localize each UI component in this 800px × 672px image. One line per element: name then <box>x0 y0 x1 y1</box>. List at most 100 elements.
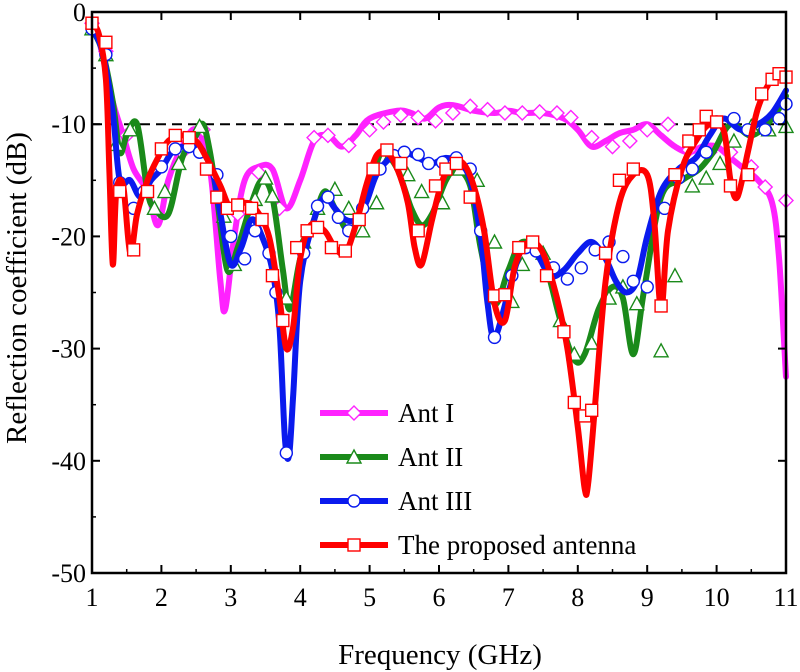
data-point-ant-iii <box>626 274 641 288</box>
data-point-ant-ii <box>191 117 208 134</box>
data-point-the-proposed-antenna <box>411 224 425 238</box>
data-point-ant-ii <box>340 199 357 216</box>
data-point-ant-i <box>660 116 677 133</box>
data-point-ant-iii <box>421 156 436 171</box>
x-tick-label: 4 <box>294 583 307 612</box>
data-point-the-proposed-antenna <box>394 156 408 171</box>
x-tick-label: 7 <box>502 583 515 612</box>
data-point-the-proposed-antenna <box>567 395 582 410</box>
legend-marker <box>347 538 361 552</box>
data-point-ant-iii <box>727 111 741 126</box>
data-point-ant-i <box>361 121 378 138</box>
data-point-the-proposed-antenna <box>692 123 706 137</box>
x-tick-label: 5 <box>363 583 376 612</box>
data-point-ant-ii <box>399 166 416 182</box>
data-point-the-proposed-antenna <box>265 268 280 283</box>
x-axis-title: Frequency (GHz) <box>338 639 542 671</box>
legend-item-the-proposed-antenna: The proposed antenna <box>320 530 636 560</box>
data-point-the-proposed-antenna <box>626 162 641 176</box>
data-point-the-proposed-antenna <box>231 198 245 212</box>
y-tick-label: 0 <box>73 0 86 27</box>
data-point-ant-ii <box>652 342 670 358</box>
data-point-ant-iii <box>237 252 252 266</box>
data-point-ant-i <box>462 98 479 115</box>
data-point-ant-iii <box>487 330 502 345</box>
data-point-ant-i <box>375 113 392 130</box>
data-point-ant-i <box>319 127 336 144</box>
legend-marker <box>347 494 361 508</box>
data-point-ant-ii <box>698 169 715 185</box>
x-tick-label: 10 <box>704 583 730 612</box>
data-point-ant-iii <box>310 199 325 213</box>
data-point-ant-iii <box>758 123 772 137</box>
data-point-ant-ii <box>170 154 187 171</box>
data-point-ant-i <box>496 104 513 121</box>
data-point-ant-iii <box>640 280 654 294</box>
data-point-the-proposed-antenna <box>557 325 571 339</box>
data-point-ant-i <box>621 133 638 150</box>
data-point-ant-ii <box>354 222 371 238</box>
legend-item-ant-iii: Ant III <box>320 486 472 516</box>
data-point-the-proposed-antenna <box>310 220 325 235</box>
data-point-ant-i <box>639 121 656 138</box>
data-point-ant-ii <box>666 267 684 283</box>
data-point-ant-i <box>583 129 600 146</box>
legend-label: Ant II <box>398 442 463 472</box>
data-point-ant-i <box>340 137 357 154</box>
data-point-the-proposed-antenna <box>598 246 613 260</box>
legend-item-ant-ii: Ant II <box>320 442 463 472</box>
data-point-ant-i <box>548 104 565 121</box>
data-point-the-proposed-antenna <box>498 288 512 302</box>
data-point-ant-i <box>444 104 461 121</box>
data-point-the-proposed-antenna <box>380 143 394 157</box>
data-point-ant-iii <box>279 446 294 460</box>
data-point-the-proposed-antenna <box>755 87 769 101</box>
data-point-the-proposed-antenna <box>539 268 554 283</box>
data-point-the-proposed-antenna <box>584 403 599 418</box>
x-tick-label: 1 <box>86 583 99 612</box>
data-point-ant-iii <box>248 224 262 238</box>
data-point-ant-iii <box>560 272 575 286</box>
data-point-ant-ii <box>368 194 385 210</box>
data-point-ant-ii <box>486 233 503 249</box>
data-point-ant-i <box>757 179 774 196</box>
data-point-the-proposed-antenna <box>140 184 155 199</box>
legend-item-ant-i: Ant I <box>320 398 454 428</box>
x-tick-label: 3 <box>224 583 237 612</box>
legend-marker <box>345 448 363 464</box>
data-point-ant-i <box>392 107 409 124</box>
data-point-the-proposed-antenna <box>668 167 682 182</box>
data-point-ant-iii <box>224 229 238 244</box>
data-point-the-proposed-antenna <box>449 156 464 171</box>
data-point-the-proposed-antenna <box>338 244 353 258</box>
y-tick-label: -20 <box>51 222 86 251</box>
data-point-ant-iii <box>772 111 786 126</box>
data-point-ant-iii <box>616 249 630 264</box>
data-point-ant-iii <box>168 142 182 156</box>
data-point-ant-iii <box>574 261 588 275</box>
data-point-the-proposed-antenna <box>276 313 290 328</box>
data-point-ant-ii <box>146 199 163 216</box>
data-point-the-proposed-antenna <box>525 235 540 249</box>
y-tick-label: -30 <box>51 335 86 364</box>
data-point-the-proposed-antenna <box>741 167 755 182</box>
data-point-the-proposed-antenna <box>512 240 526 255</box>
data-point-ant-ii <box>725 132 743 148</box>
data-point-the-proposed-antenna <box>463 190 477 204</box>
y-axis-title: Reflection coefficient (dB) <box>1 132 33 444</box>
data-point-ant-iii <box>411 147 425 162</box>
y-tick-label: -10 <box>51 110 86 139</box>
data-point-ant-iii <box>321 190 335 204</box>
data-point-ant-i <box>479 101 496 118</box>
data-point-ant-i <box>604 138 621 155</box>
data-point-the-proposed-antenna <box>126 243 141 257</box>
data-point-the-proposed-antenna <box>428 179 443 193</box>
series-ant-iii <box>85 22 793 462</box>
x-tick-label: 2 <box>155 583 168 612</box>
y-tick-label: -50 <box>51 559 86 588</box>
data-point-ant-iii <box>331 210 346 225</box>
x-tick-label: 6 <box>433 583 446 612</box>
data-point-the-proposed-antenna <box>154 142 169 156</box>
data-point-the-proposed-antenna <box>682 134 696 148</box>
